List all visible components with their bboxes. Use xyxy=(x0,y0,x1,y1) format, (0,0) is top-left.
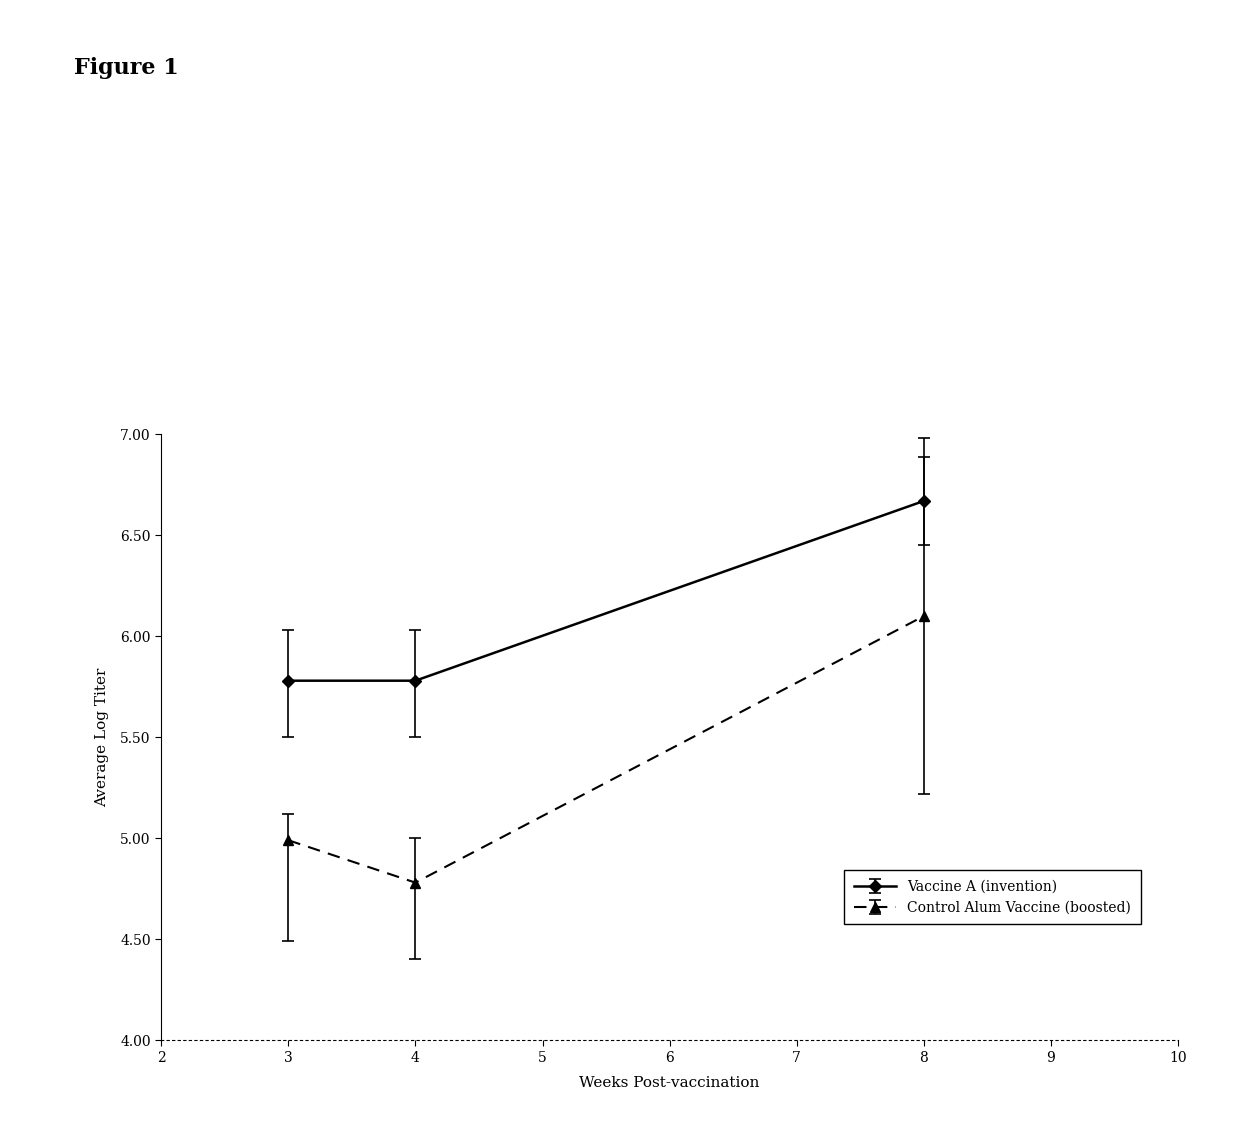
Y-axis label: Average Log Titer: Average Log Titer xyxy=(95,668,109,807)
Legend: Vaccine A (invention), Control Alum Vaccine (boosted): Vaccine A (invention), Control Alum Vacc… xyxy=(844,870,1141,925)
Text: Figure 1: Figure 1 xyxy=(74,57,179,79)
X-axis label: Weeks Post-vaccination: Weeks Post-vaccination xyxy=(579,1076,760,1089)
